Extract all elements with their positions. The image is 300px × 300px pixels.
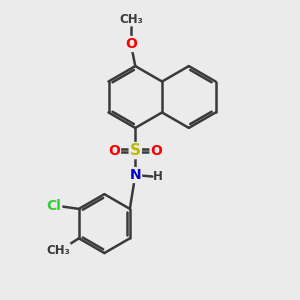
Text: O: O xyxy=(108,144,120,158)
Text: Cl: Cl xyxy=(46,199,61,213)
Text: CH₃: CH₃ xyxy=(46,244,70,256)
Text: CH₃: CH₃ xyxy=(119,13,143,26)
Text: O: O xyxy=(125,37,137,51)
Text: S: S xyxy=(130,143,141,158)
Text: H: H xyxy=(153,170,163,183)
Text: O: O xyxy=(151,144,162,158)
Text: N: N xyxy=(130,168,141,182)
